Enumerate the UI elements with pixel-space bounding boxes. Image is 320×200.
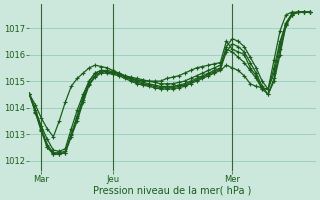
- X-axis label: Pression niveau de la mer( hPa ): Pression niveau de la mer( hPa ): [93, 186, 252, 196]
